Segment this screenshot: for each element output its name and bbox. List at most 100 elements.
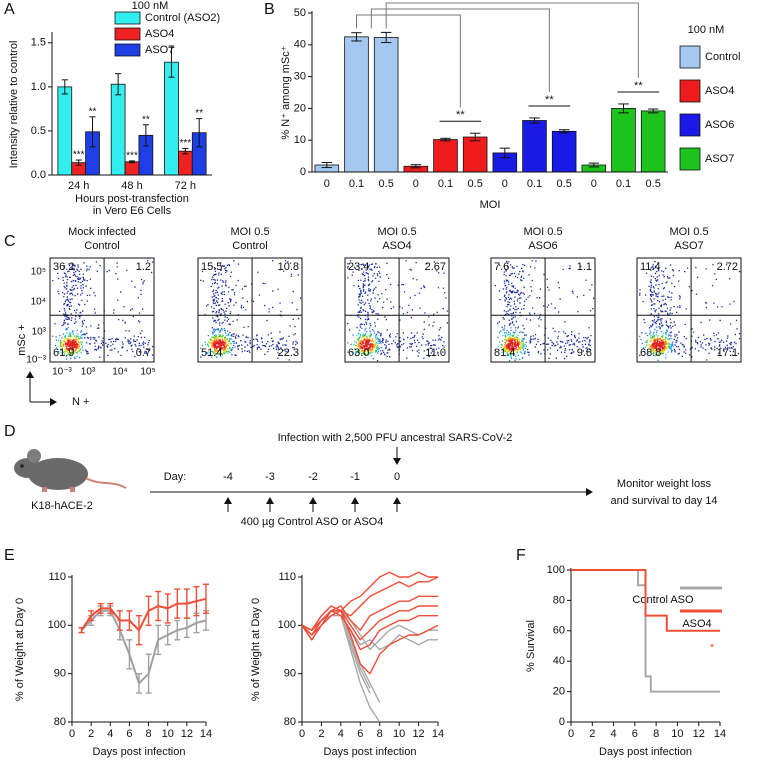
- quadrant-value: 51.4: [201, 347, 222, 359]
- legend-swatch: [679, 79, 701, 103]
- error-bar: [75, 159, 82, 166]
- flow-dots: [200, 260, 302, 361]
- y-tick-label: 10³: [32, 327, 47, 338]
- x-tick-label: 0: [413, 178, 419, 190]
- quadrant-value: 7.6: [494, 261, 509, 273]
- flow-dots: [52, 260, 154, 358]
- bar: [462, 136, 488, 173]
- day-label: Day:: [164, 471, 187, 483]
- bar: [640, 110, 666, 173]
- significance-label: **: [142, 114, 150, 125]
- significance-bracket: [370, 8, 550, 92]
- flow-dots: [651, 339, 665, 351]
- y-tick-label: 10: [294, 134, 306, 146]
- y-tick-label: 0.0: [31, 169, 46, 181]
- y-axis-label: mSc +: [16, 324, 28, 355]
- quadrant-value: 22.3: [278, 347, 299, 359]
- error-bar: [168, 46, 175, 78]
- legend-swatch: [114, 27, 141, 41]
- error-bar: [321, 161, 333, 169]
- legend-label: Control: [705, 51, 740, 63]
- flow-dots: [200, 327, 236, 358]
- plot-title: ASO7: [674, 240, 703, 252]
- legend-label: Control (ASO2): [145, 12, 220, 24]
- line: [80, 597, 207, 632]
- flow-dots: [494, 260, 595, 360]
- x-tick-label: 4: [107, 728, 113, 740]
- error-bar: [61, 79, 68, 95]
- day-value: -3: [265, 471, 275, 483]
- error-bar: [182, 148, 189, 155]
- significance-label: **: [195, 108, 203, 119]
- x-axis-label: Hours post-transfection: [75, 193, 189, 205]
- error-bar: [88, 610, 95, 622]
- plot-title: MOI 0.5: [230, 226, 269, 238]
- outcome-label: Monitor weight loss: [617, 478, 712, 490]
- error-bar: [97, 602, 104, 614]
- line: [80, 609, 207, 685]
- x-tick-label: 6: [126, 728, 132, 740]
- error-bar: [196, 118, 203, 148]
- y-tick-label: 100: [547, 564, 565, 576]
- plot-title: MOI 0.5: [669, 226, 708, 238]
- x-tick-label: 0: [568, 728, 574, 740]
- day-value: -1: [350, 471, 360, 483]
- panel-letter: A: [4, 1, 15, 18]
- flow-dots: [505, 339, 519, 351]
- error-bar: [155, 590, 162, 622]
- quadrant-value: 17.1: [717, 347, 738, 359]
- error-bar: [410, 164, 422, 169]
- plot-title: Mock infected: [68, 226, 136, 238]
- error-bar: [89, 116, 96, 148]
- error-bar: [193, 585, 200, 617]
- flow-dots: [504, 337, 521, 353]
- mouse-foot: [42, 487, 47, 492]
- day-value: -4: [223, 471, 233, 483]
- infection-label: Infection with 2,500 PFU ancestral SARS-…: [278, 432, 513, 444]
- error-bar: [145, 653, 152, 694]
- mouse-eye: [20, 464, 24, 468]
- x-tick-label: 10⁵: [140, 367, 155, 378]
- plot-title: ASO4: [382, 240, 411, 252]
- plot-frame: [636, 257, 742, 363]
- bar: [551, 130, 577, 173]
- error-bar: [469, 132, 481, 142]
- line: [301, 605, 438, 641]
- plot-title: Control: [84, 240, 119, 252]
- plot-frame: [197, 257, 303, 363]
- bar: [124, 161, 140, 176]
- error-bar: [126, 610, 133, 631]
- error-bar: [351, 32, 362, 42]
- bar: [611, 108, 636, 173]
- x-tick-label: 12: [181, 728, 193, 740]
- treatment-label: 400 µg Control ASO or ASO4: [241, 516, 384, 528]
- x-axis-label: MOI: [480, 199, 501, 211]
- y-tick-label: 10⁻³: [26, 355, 46, 366]
- x-tick-label: 2: [318, 728, 324, 740]
- significance-label: **: [545, 94, 554, 106]
- x-tick-label: 2: [88, 728, 94, 740]
- x-axis-label: Days post infection: [599, 746, 692, 758]
- significance-label: *: [710, 642, 715, 654]
- y-tick-label: 110: [48, 571, 66, 583]
- legend-swatch: [114, 11, 141, 25]
- significance-label: **: [456, 109, 465, 121]
- outcome-label: and survival to day 14: [610, 495, 717, 507]
- y-axis-label: % Survival: [525, 620, 537, 672]
- bar: [164, 61, 179, 176]
- y-tick-label: 100: [48, 619, 66, 631]
- y-tick-label: 0: [559, 716, 565, 728]
- y-tick-label: 90: [54, 668, 66, 680]
- quadrant-value: 23.4: [348, 261, 369, 273]
- y-tick-label: 80: [54, 716, 66, 728]
- flow-dots: [359, 339, 374, 351]
- y-tick-label: 1.5: [31, 37, 46, 49]
- x-tick-label: 0.5: [646, 178, 661, 190]
- y-axis-label: % of Weight at Day 0: [14, 598, 26, 701]
- x-tick-label: 48 h: [121, 180, 142, 192]
- flow-dots: [65, 339, 79, 351]
- x-tick-label: 8: [653, 728, 659, 740]
- error-bar: [145, 595, 152, 627]
- line: [301, 610, 439, 675]
- legend-swatch: [679, 45, 701, 69]
